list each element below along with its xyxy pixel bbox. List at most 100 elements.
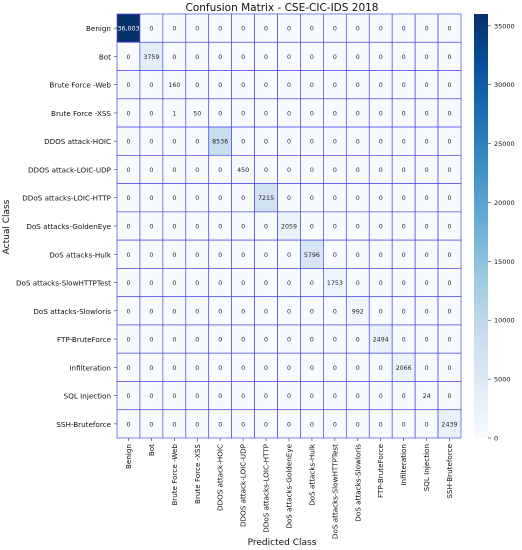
x-tick-label: DoS attacks-Hulk bbox=[307, 443, 316, 506]
cell-value-label: 50 bbox=[193, 110, 201, 117]
cell-value-label: 0 bbox=[356, 54, 360, 61]
cell-value-label: 0 bbox=[333, 82, 337, 89]
y-tick-label: DDOS attack-HOIC bbox=[44, 137, 111, 146]
cell-value-label: 0 bbox=[218, 308, 222, 315]
cell-value-label: 0 bbox=[149, 139, 153, 146]
cell-value-label: 0 bbox=[172, 195, 176, 202]
cell-value-label: 0 bbox=[287, 82, 291, 89]
cell-value-label: 0 bbox=[448, 195, 452, 202]
cell-value-label: 0 bbox=[287, 337, 291, 344]
x-tick-label: SSH-Bruteforce bbox=[445, 443, 454, 498]
cell-value-label: 0 bbox=[241, 110, 245, 117]
cell-value-label: 0 bbox=[126, 280, 130, 287]
cell-value-label: 0 bbox=[172, 167, 176, 174]
cell-value-label: 0 bbox=[264, 54, 268, 61]
cell-value-label: 0 bbox=[195, 139, 199, 146]
colorbar bbox=[474, 14, 488, 438]
cell-value-label: 0 bbox=[333, 26, 337, 33]
cell-value-label: 0 bbox=[356, 26, 360, 33]
x-tick-label: DoS attacks-SlowHTTPTest bbox=[330, 444, 339, 539]
y-tick-label: Brute Force -Web bbox=[49, 81, 111, 90]
colorbar-tick-label: 30000 bbox=[494, 81, 515, 89]
cell-value-label: 0 bbox=[126, 110, 130, 117]
cell-value-label: 0 bbox=[218, 393, 222, 400]
cell-value-label: 0 bbox=[310, 421, 314, 428]
cell-value-label: 0 bbox=[218, 224, 222, 231]
cell-value-label: 0 bbox=[379, 421, 383, 428]
y-tick-label: DDOS attack-LOIC-UDP bbox=[28, 165, 112, 174]
cell-value-label: 0 bbox=[402, 82, 406, 89]
cell-value-label: 0 bbox=[402, 195, 406, 202]
cell-value-label: 0 bbox=[195, 421, 199, 428]
cell-value-label: 0 bbox=[149, 365, 153, 372]
cell-value-label: 0 bbox=[287, 167, 291, 174]
cell-value-label: 0 bbox=[218, 252, 222, 259]
cell-value-label: 0 bbox=[195, 280, 199, 287]
cell-value-label: 0 bbox=[425, 26, 429, 33]
x-tick-label: Bot bbox=[147, 444, 156, 456]
cell-value-label: 0 bbox=[264, 82, 268, 89]
cell-value-label: 0 bbox=[241, 252, 245, 259]
cell-value-label: 0 bbox=[126, 139, 130, 146]
cell-value-label: 0 bbox=[379, 195, 383, 202]
cell-value-label: 0 bbox=[310, 139, 314, 146]
cell-value-label: 0 bbox=[126, 54, 130, 61]
cell-value-label: 0 bbox=[287, 280, 291, 287]
cell-value-label: 0 bbox=[126, 308, 130, 315]
cell-value-label: 992 bbox=[352, 308, 364, 315]
heatmap-cells: 36,003 0 0 0 0 0 0 0 0 0 0 0 0 0 0 0 3759 0 0 0 0 0 0 0 0 0 0 0 0 0 0 0… bbox=[116, 13, 462, 439]
y-tick-label: FTP-BruteForce bbox=[57, 335, 112, 344]
cell-value-label: 0 bbox=[425, 54, 429, 61]
cell-value-label: 7215 bbox=[258, 195, 274, 202]
cell-value-label: 0 bbox=[195, 224, 199, 231]
y-axis-label: Actual Class bbox=[2, 199, 12, 254]
cell-value-label: 0 bbox=[310, 280, 314, 287]
cell-value-label: 0 bbox=[264, 280, 268, 287]
cell-value-label: 160 bbox=[168, 82, 180, 89]
cell-value-label: 0 bbox=[402, 54, 406, 61]
cell-value-label: 0 bbox=[310, 167, 314, 174]
cell-value-label: 8536 bbox=[212, 139, 228, 146]
cell-value-label: 0 bbox=[425, 252, 429, 259]
cell-value-label: 0 bbox=[356, 280, 360, 287]
cell-value-label: 0 bbox=[241, 54, 245, 61]
cell-value-label: 0 bbox=[264, 139, 268, 146]
cell-value-label: 0 bbox=[218, 421, 222, 428]
cell-value-label: 0 bbox=[218, 365, 222, 372]
cell-value-label: 0 bbox=[126, 195, 130, 202]
cell-value-label: 3759 bbox=[143, 54, 159, 61]
cell-value-label: 0 bbox=[172, 224, 176, 231]
cell-value-label: 0 bbox=[241, 82, 245, 89]
cell-value-label: 0 bbox=[333, 110, 337, 117]
colorbar-ticks: 0 5000 10000 15000 20000 25000 30000 35000 bbox=[488, 22, 515, 443]
cell-value-label: 0 bbox=[195, 252, 199, 259]
cell-value-label: 0 bbox=[402, 167, 406, 174]
x-tick-label: DoS attacks-GoldenEye bbox=[285, 443, 294, 528]
cell-value-label: 0 bbox=[310, 110, 314, 117]
cell-value-label: 0 bbox=[241, 393, 245, 400]
cell-value-label: 0 bbox=[172, 54, 176, 61]
cell-value-label: 0 bbox=[333, 195, 337, 202]
cell-value-label: 0 bbox=[195, 308, 199, 315]
cell-value-label: 0 bbox=[425, 421, 429, 428]
cell-value-label: 0 bbox=[126, 252, 130, 259]
cell-value-label: 0 bbox=[356, 167, 360, 174]
colorbar-tick-label: 5000 bbox=[494, 376, 511, 384]
colorbar-tick-label: 0 bbox=[494, 435, 498, 443]
cell-value-label: 0 bbox=[287, 54, 291, 61]
cell-value-label: 0 bbox=[310, 82, 314, 89]
cell-value-label: 1753 bbox=[327, 280, 343, 287]
cell-value-label: 0 bbox=[241, 224, 245, 231]
cell-value-label: 0 bbox=[172, 280, 176, 287]
cell-value-label: 0 bbox=[448, 139, 452, 146]
cell-value-label: 0 bbox=[218, 195, 222, 202]
chart-title: Confusion Matrix - CSE-CIC-IDS 2018 bbox=[186, 2, 379, 14]
y-tick-label: DDoS attacks-LOIC-HTTP bbox=[22, 194, 111, 203]
cell-value-label: 0 bbox=[333, 308, 337, 315]
cell-value-label: 0 bbox=[448, 54, 452, 61]
cell-value-label: 0 bbox=[425, 139, 429, 146]
cell-value-label: 0 bbox=[448, 365, 452, 372]
cell-value-label: 0 bbox=[195, 167, 199, 174]
colorbar-tick-label: 20000 bbox=[494, 199, 515, 207]
